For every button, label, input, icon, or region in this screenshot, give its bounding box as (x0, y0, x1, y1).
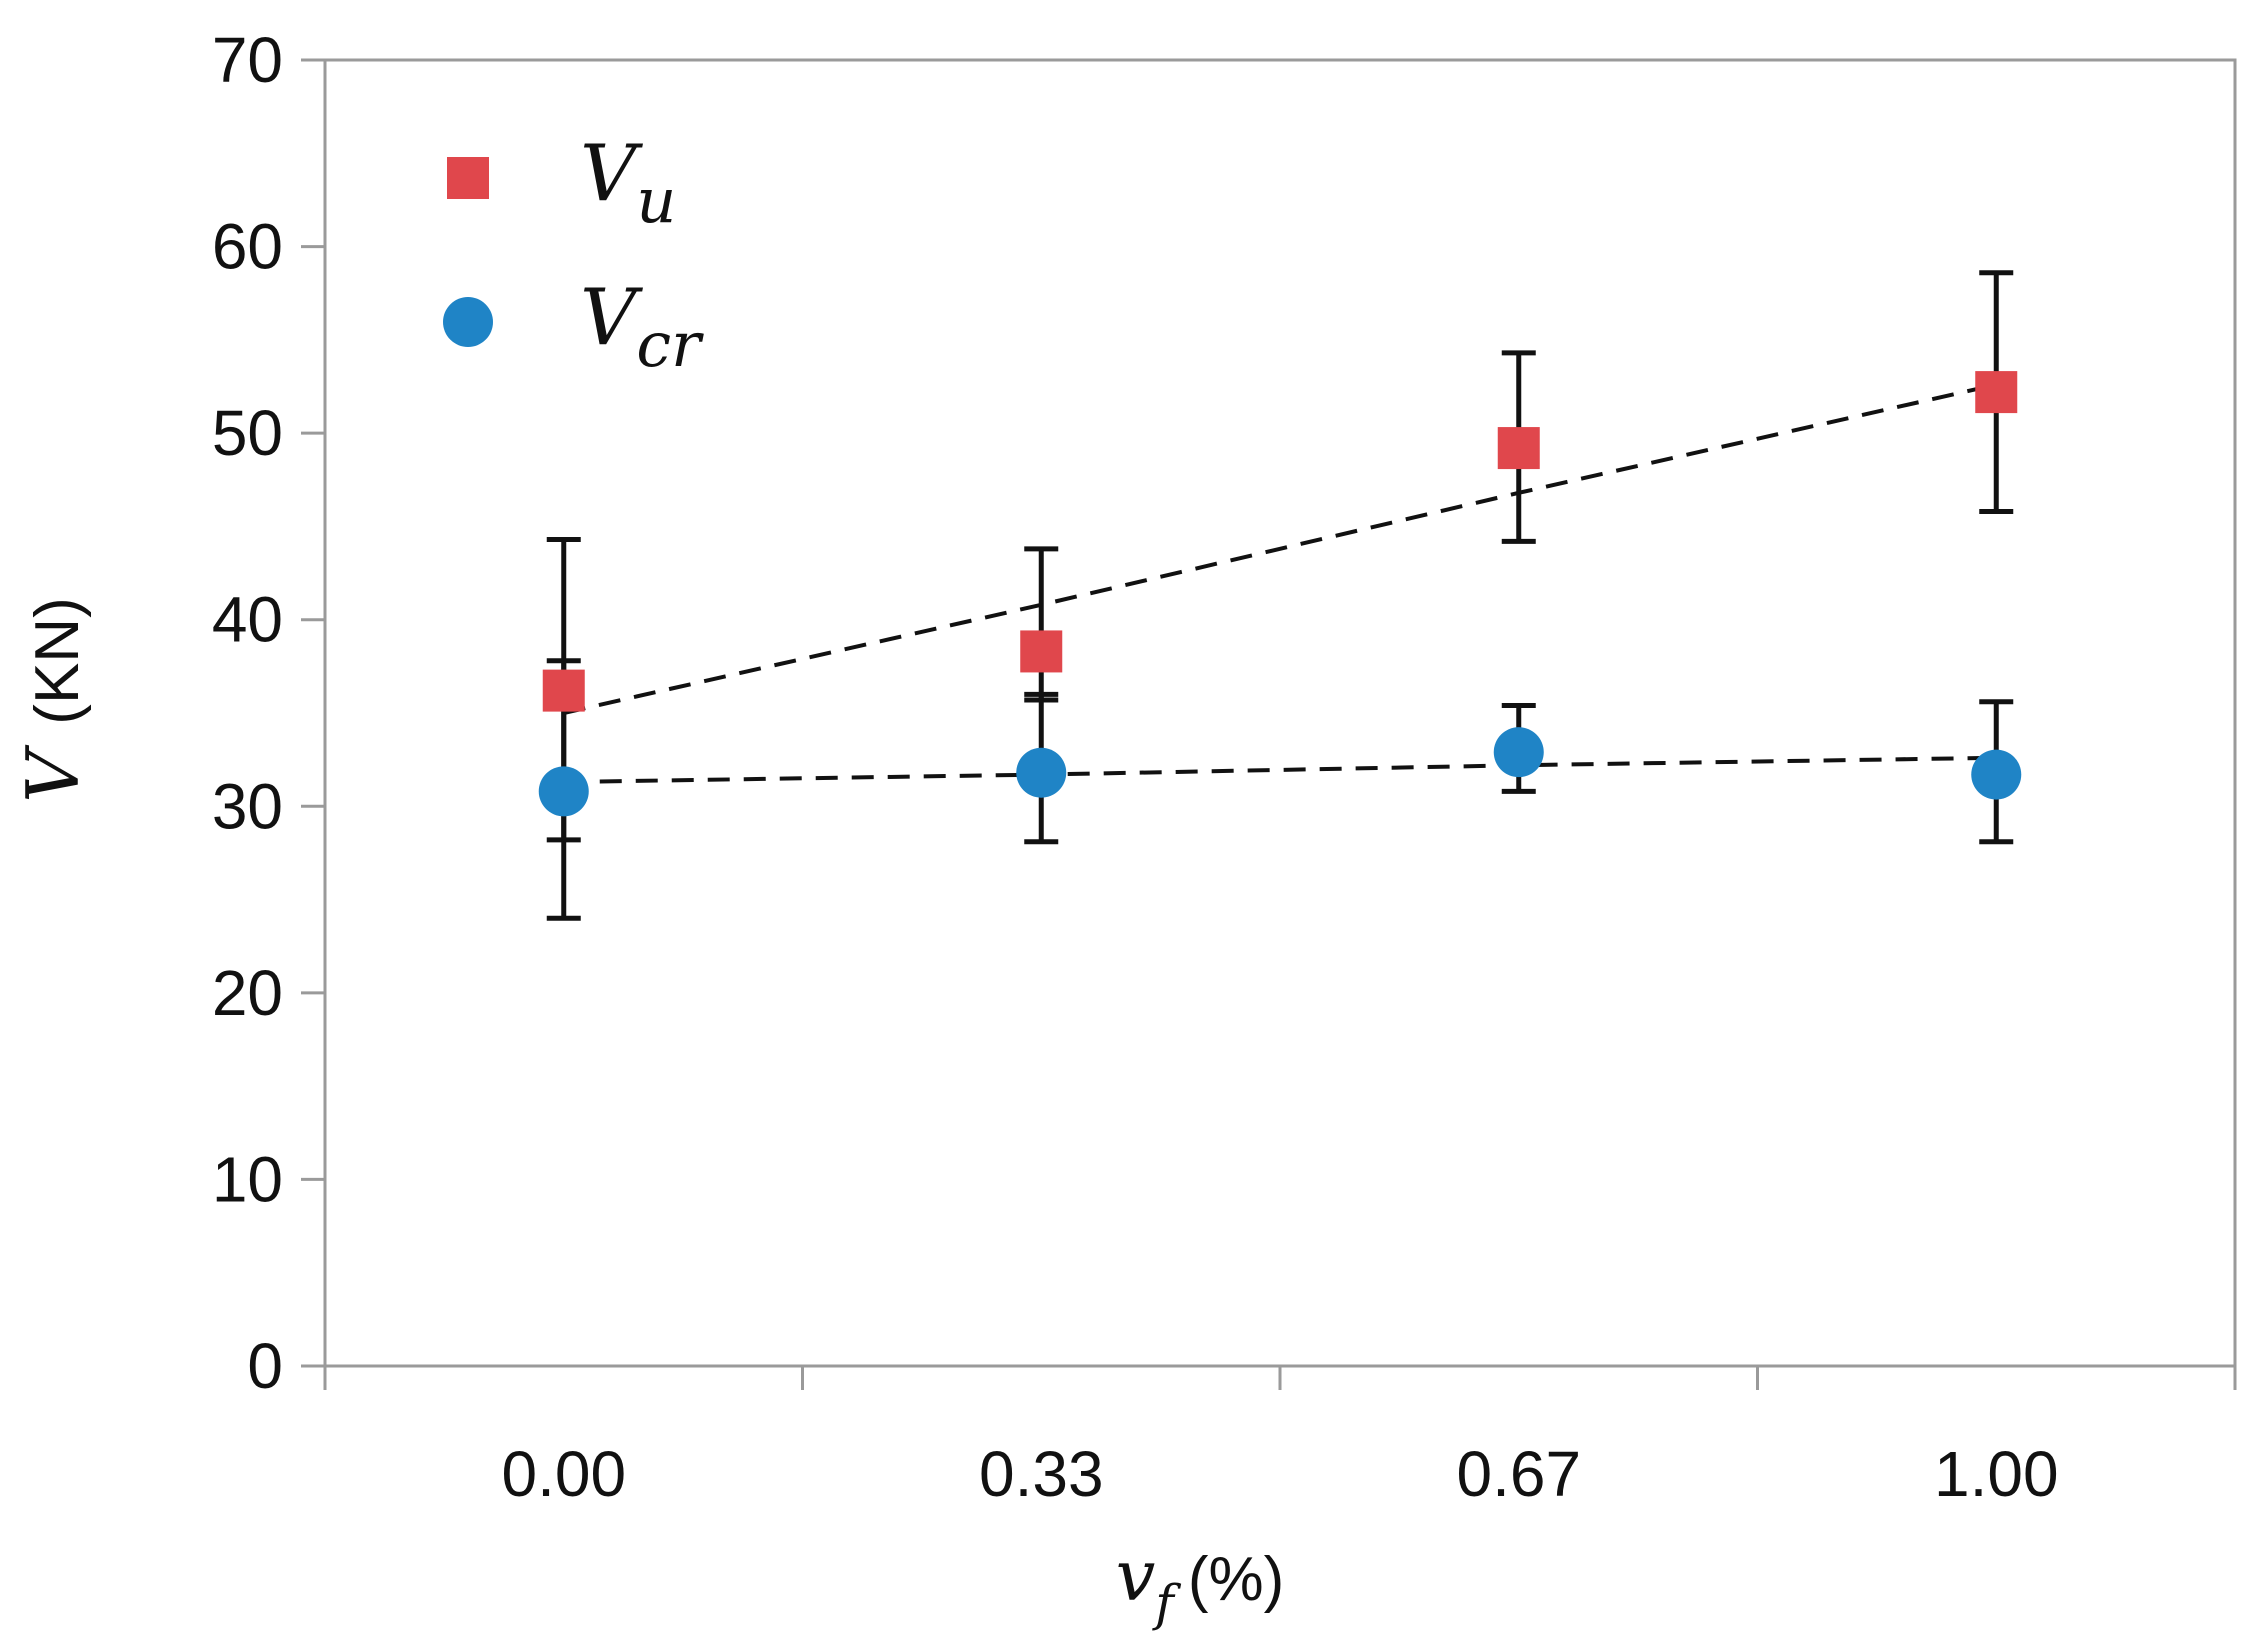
y-tick-label: 50 (212, 397, 283, 469)
point-vcr (538, 766, 589, 817)
y-tick-label: 20 (212, 957, 283, 1029)
data-points (538, 371, 2022, 817)
point-vu (1020, 630, 1063, 673)
legend-label-sub: u (636, 164, 676, 237)
x-axis-title-unit: (%) (1188, 1545, 1284, 1614)
legend-label-main: V (580, 273, 643, 363)
trend-line-vu (563, 382, 1997, 715)
y-tick-label: 70 (212, 24, 283, 96)
x-tick-label: 0.33 (979, 1438, 1104, 1510)
legend-label: Vu (580, 129, 676, 237)
y-axis-title-var: V (11, 744, 95, 803)
error-bar-vu (1024, 546, 1059, 703)
point-vu (1497, 427, 1540, 470)
y-axis-title-unit: (KN) (23, 597, 92, 724)
x-axis: 0.00 0.33 0.67 1.00 (323, 1366, 2237, 1510)
legend-label: Vcr (580, 273, 704, 381)
plot-frame (323, 58, 2237, 1368)
y-tick-label: 30 (212, 770, 283, 842)
legend-label-sub: cr (636, 308, 704, 381)
x-axis-title-var: v (1116, 1535, 1156, 1617)
legend-item-vu: Vu (447, 129, 676, 237)
trend-line-vcr (563, 755, 1997, 785)
y-axis-title: V (KN) (11, 597, 95, 802)
error-bars (546, 270, 2014, 921)
y-tick-label: 10 (212, 1143, 283, 1215)
plot-border (323, 58, 2237, 1368)
x-tick-label: 0.67 (1456, 1438, 1581, 1510)
y-tick-label: 40 (212, 584, 283, 656)
legend-item-vcr: Vcr (443, 273, 704, 381)
y-tick-label: 60 (212, 211, 283, 283)
point-vu (1975, 371, 2018, 414)
legend-label-main: V (580, 129, 643, 219)
point-vcr (1971, 749, 2022, 800)
y-axis: 0 10 20 30 40 50 60 70 (212, 24, 325, 1402)
x-axis-title-sub: f (1151, 1574, 1181, 1632)
axis-titles: vf (%) V (KN) (11, 597, 1284, 1632)
x-tick-label: 1.00 (1934, 1438, 2059, 1510)
legend-marker-square (447, 157, 489, 199)
x-axis-title: vf (%) (1116, 1535, 1284, 1632)
point-vu (542, 669, 585, 712)
point-vcr (1493, 727, 1544, 778)
x-tick-label: 0.00 (501, 1438, 626, 1510)
y-tick-label: 0 (247, 1330, 283, 1402)
point-vcr (1016, 747, 1067, 798)
legend-marker-circle (443, 297, 493, 347)
trend-lines (563, 382, 1997, 785)
